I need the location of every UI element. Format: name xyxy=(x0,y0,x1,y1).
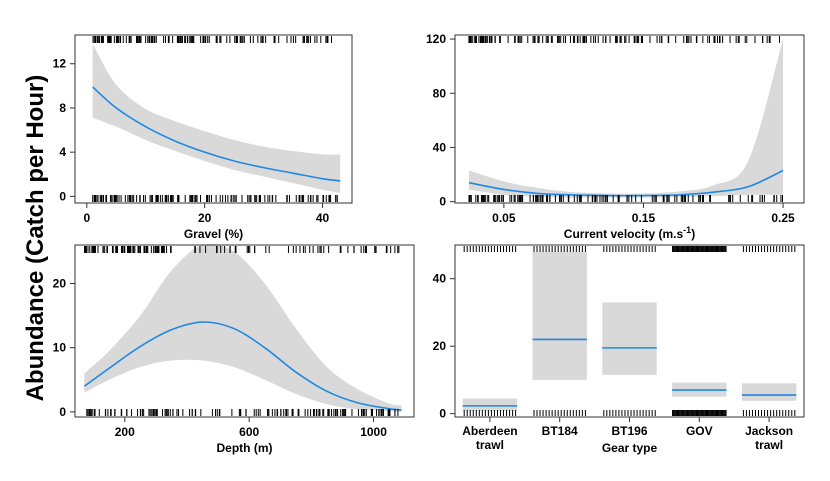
rug-marks xyxy=(464,246,515,416)
x-tick-label: 0.25 xyxy=(771,211,795,225)
x-tick-label: 0 xyxy=(83,211,90,225)
y-tick-label: 80 xyxy=(433,86,447,100)
x-tick-label: 1000 xyxy=(360,425,387,439)
y-tick-label: 20 xyxy=(53,277,67,291)
y-axis-title: Abundance (Catch per Hour) xyxy=(22,75,49,402)
x-tick-label: 200 xyxy=(115,425,135,439)
y-tick-label: 10 xyxy=(53,341,67,355)
panel-depth: 0 10 20 200 600 1000 Depth (m) xyxy=(53,244,414,455)
confidence-band xyxy=(93,44,341,193)
y-tick-label: 120 xyxy=(426,32,446,46)
confidence-box xyxy=(463,398,517,410)
x-axis-label: Depth (m) xyxy=(217,441,273,455)
confidence-band xyxy=(84,244,401,412)
x-tick-label: GOV xyxy=(686,424,713,438)
x-axis-label: Gear type xyxy=(602,441,658,455)
x-tick-label: 600 xyxy=(239,425,259,439)
rug-marks xyxy=(469,36,783,202)
x-axis-label: Current velocity (m.s-1) xyxy=(564,225,695,241)
x-tick-label: 0.15 xyxy=(632,211,656,225)
panel-current-velocity: 0 40 80 120 0.05 0.15 0.25 Current velocity (m.… xyxy=(426,32,804,241)
panel-gravel: 0 4 8 12 0 20 40 Gravel (%) xyxy=(53,35,352,241)
y-tick-label: 0 xyxy=(59,405,66,419)
y-tick-label: 0 xyxy=(59,189,66,203)
y-tick-label: 4 xyxy=(59,145,66,159)
x-axis-label: Gravel (%) xyxy=(184,227,243,241)
y-tick-label: 0 xyxy=(439,195,446,209)
y-tick-label: 40 xyxy=(433,140,447,154)
x-tick-label: BT184 xyxy=(542,424,578,438)
y-tick-label: 20 xyxy=(433,339,447,353)
x-tick-label: 40 xyxy=(316,211,330,225)
y-tick-label: 40 xyxy=(433,272,447,286)
x-tick-label: 0.05 xyxy=(492,211,516,225)
confidence-box xyxy=(602,302,656,375)
y-tick-label: 8 xyxy=(59,101,66,115)
confidence-box xyxy=(532,252,586,380)
confidence-band xyxy=(469,39,783,198)
y-tick-label: 0 xyxy=(439,407,446,421)
y-tick-label: 12 xyxy=(53,57,67,71)
confidence-box xyxy=(742,383,796,401)
x-tick-label: BT196 xyxy=(611,424,647,438)
x-tick-label: 20 xyxy=(198,211,212,225)
